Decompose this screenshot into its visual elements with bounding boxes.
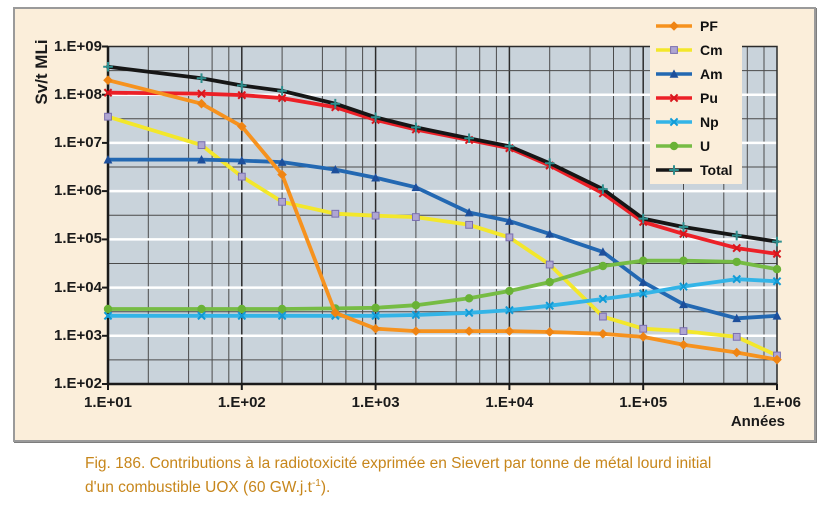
legend-label: Am	[700, 66, 723, 82]
legend-item-Cm: Cm	[650, 39, 742, 61]
legend-item-Pu: Pu	[650, 87, 742, 109]
legend-marker-Np	[656, 117, 692, 127]
legend-label: Cm	[700, 42, 723, 58]
legend-label: U	[700, 138, 711, 154]
legend-item-U: U	[650, 135, 742, 157]
legend-marker-Total	[656, 165, 692, 175]
legend-item-Am: Am	[650, 63, 742, 85]
y-tick-label: 1.E+07	[54, 133, 102, 151]
caption-line-1: Fig. 186. Contributions à la radiotoxici…	[85, 455, 712, 472]
x-tick-label: 1.E+06	[753, 394, 801, 411]
legend-marker-Pu	[656, 93, 692, 103]
y-tick-label: 1.E+05	[54, 230, 102, 248]
legend-label: Total	[700, 162, 733, 178]
x-tick-label: 1.E+05	[619, 394, 668, 411]
legend-marker-U	[656, 141, 692, 151]
legend-marker-Am	[656, 69, 692, 78]
chart-legend: PF Cm Am Pu Np U Total	[650, 12, 742, 184]
legend-marker-Cm	[656, 46, 692, 54]
x-tick-label: 1.E+04	[485, 394, 534, 411]
legend-item-Np: Np	[650, 111, 742, 133]
legend-label: Pu	[700, 90, 718, 106]
legend-item-Total: Total	[650, 159, 742, 181]
x-tick-label: 1.E+02	[217, 394, 266, 411]
legend-item-PF: PF	[650, 15, 742, 37]
y-tick-label: 1.E+02	[54, 375, 102, 392]
y-tick-label: 1.E+03	[54, 326, 102, 344]
legend-label: Np	[700, 114, 719, 130]
y-axis-title: Sv/t MLi	[32, 39, 51, 105]
caption-line-2: d'un combustible UOX (60 GW.j.t-1).	[85, 477, 331, 496]
y-tick-label: 1.E+08	[54, 85, 102, 103]
x-tick-label: 1.E+03	[351, 394, 400, 411]
y-tick-label: 1.E+09	[54, 37, 102, 55]
legend-marker-PF	[656, 21, 692, 31]
caption-superscript: -1	[311, 477, 321, 489]
y-tick-label: 1.E+04	[54, 278, 102, 296]
y-tick-label: 1.E+06	[54, 182, 102, 200]
figure-caption: Fig. 186. Contributions à la radiotoxici…	[85, 452, 805, 500]
legend-label: PF	[700, 18, 718, 34]
x-axis-title: Années	[730, 413, 785, 430]
x-tick-label: 1.E+01	[84, 394, 132, 411]
